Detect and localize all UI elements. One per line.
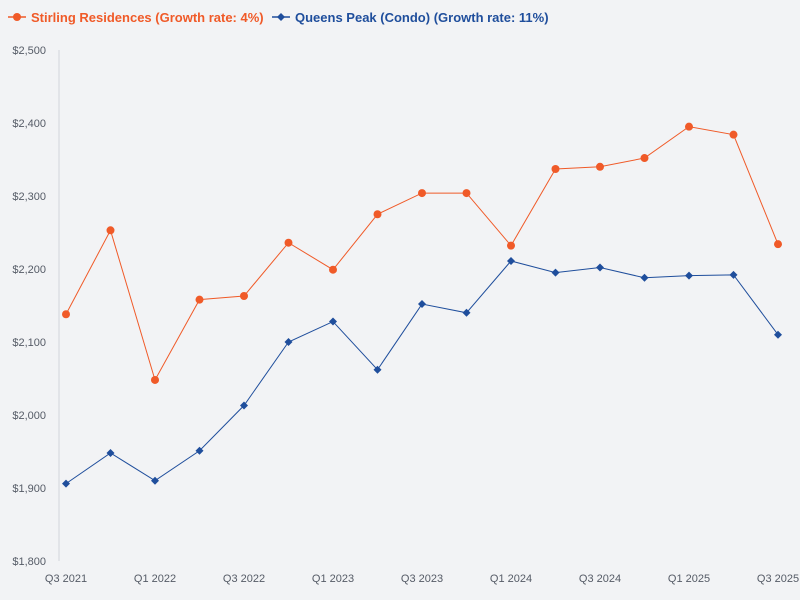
- data-point: [596, 263, 604, 272]
- data-point: [284, 238, 293, 247]
- y-tick-label: $2,500: [12, 45, 46, 57]
- y-tick-label: $2,100: [12, 337, 46, 349]
- data-point: [373, 365, 382, 374]
- legend-marker: [277, 13, 285, 21]
- y-tick-label: $2,200: [12, 264, 46, 276]
- plot-area: [62, 122, 782, 488]
- data-point: [685, 271, 693, 280]
- data-point: [551, 164, 560, 173]
- legend-label: Stirling Residences (Growth rate: 4%): [31, 10, 264, 25]
- y-tick-label: $1,800: [12, 556, 46, 568]
- data-point: [329, 317, 337, 326]
- y-tick-label: $2,400: [12, 118, 46, 130]
- data-point: [151, 375, 159, 384]
- legend-item-2: Queens Peak (Condo) (Growth rate: 11%): [272, 10, 549, 25]
- x-tick-label: Q1 2024: [490, 573, 532, 585]
- data-point: [507, 256, 515, 265]
- x-tick-label: Q3 2025: [757, 573, 799, 585]
- series-1: [62, 122, 782, 384]
- legend-label: Queens Peak (Condo) (Growth rate: 11%): [295, 10, 549, 25]
- data-point: [507, 241, 515, 250]
- x-tick-label: Q3 2024: [579, 573, 621, 585]
- data-point: [62, 310, 70, 319]
- data-point: [640, 273, 649, 282]
- y-tick-label: $2,300: [12, 191, 46, 203]
- data-point: [195, 295, 204, 304]
- data-point: [596, 162, 604, 171]
- data-point: [240, 292, 248, 301]
- data-point: [462, 308, 471, 317]
- data-point: [774, 240, 782, 249]
- data-point: [729, 130, 738, 139]
- x-tick-label: Q3 2023: [401, 573, 443, 585]
- data-point: [551, 268, 560, 277]
- data-point: [106, 448, 115, 457]
- y-tick-label: $2,000: [12, 410, 46, 422]
- data-point: [462, 189, 471, 198]
- legend-marker: [13, 13, 21, 21]
- legend-item-1: Stirling Residences (Growth rate: 4%): [8, 10, 264, 25]
- data-point: [106, 226, 115, 235]
- data-point: [240, 401, 248, 410]
- x-tick-label: Q1 2023: [312, 573, 354, 585]
- series-2: [62, 256, 782, 488]
- x-tick-label: Q1 2025: [668, 573, 710, 585]
- data-point: [729, 270, 738, 279]
- data-point: [774, 330, 782, 339]
- x-tick-label: Q3 2022: [223, 573, 265, 585]
- data-point: [373, 210, 382, 219]
- data-point: [329, 265, 337, 274]
- data-point: [418, 300, 426, 309]
- data-point: [284, 338, 293, 346]
- data-point: [151, 476, 159, 485]
- series-line: [65, 260, 779, 485]
- data-point: [640, 154, 649, 163]
- x-tick-label: Q3 2021: [45, 573, 87, 585]
- data-point: [195, 446, 204, 455]
- axes: $1,800 $1,900 $2,000 $2,100 $2,200 $2,300 $2,4…: [12, 45, 799, 585]
- data-point: [685, 122, 693, 131]
- x-tick-label: Q1 2022: [134, 573, 176, 585]
- y-tick-label: $1,900: [12, 483, 46, 495]
- series-line: [65, 126, 779, 382]
- data-point: [418, 189, 426, 198]
- data-point: [62, 479, 70, 488]
- legend: Stirling Residences (Growth rate: 4%) Que…: [8, 10, 549, 25]
